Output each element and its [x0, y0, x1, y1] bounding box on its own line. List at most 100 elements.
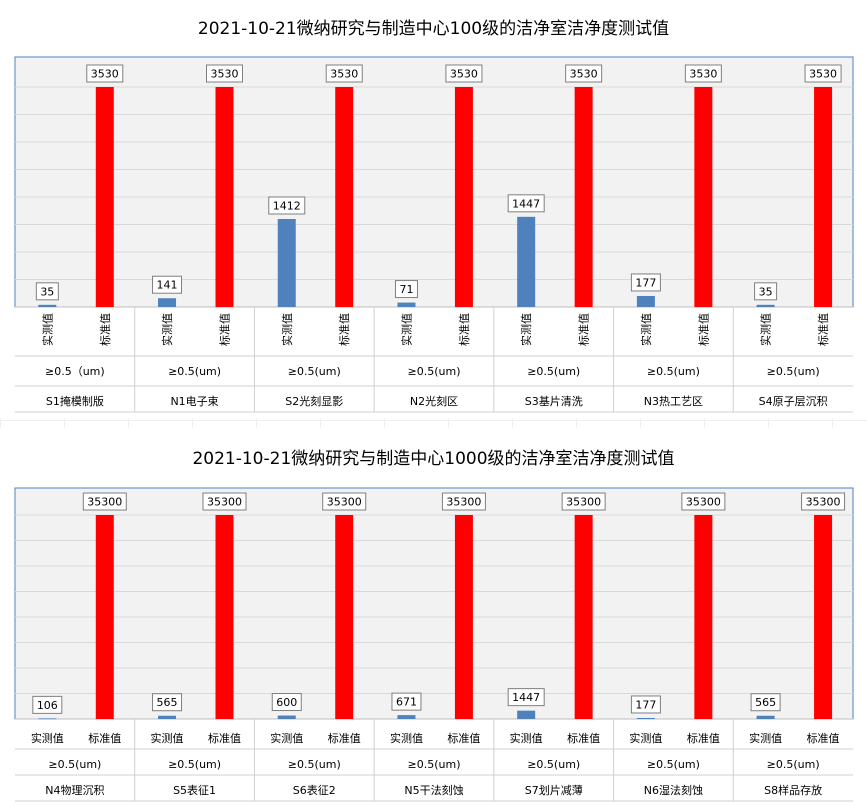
data-label-standard: 3530 — [689, 68, 717, 81]
data-label-measured: 565 — [755, 696, 776, 709]
tick-label-group: S4原子层沉积 — [759, 395, 828, 408]
tick-label-size: ≥0.5(um) — [767, 365, 820, 378]
tick-label-size: ≥0.5（um) — [45, 365, 105, 378]
tick-label-size: ≥0.5(um) — [408, 758, 461, 771]
data-label-measured-box — [630, 273, 661, 292]
plot-area — [14, 56, 854, 308]
bar-standard — [814, 87, 833, 307]
tick-label-size: ≥0.5(um) — [647, 758, 700, 771]
chart-title: 2021-10-21微纳研究与制造中心100级的洁净室洁净度测试值 — [197, 19, 670, 39]
tick-label-item: 标准值 — [457, 313, 471, 346]
data-label-standard-box — [565, 64, 603, 83]
data-label-measured-box — [391, 692, 422, 711]
bar-standard — [574, 87, 593, 307]
bar-standard — [454, 515, 473, 719]
chart-100-class-plot: 35 3530 实测值 标准值 ≥0.5（um) S1掩模制版 141 3530 实测值 标准值 ≥… — [14, 56, 854, 413]
tick-label-item: 实测值 — [160, 313, 174, 346]
tick-label-group: N6湿法刻蚀 — [644, 783, 703, 797]
data-label-standard: 3530 — [809, 68, 837, 81]
data-label-standard: 35300 — [207, 496, 242, 509]
data-label-measured: 177 — [635, 276, 656, 289]
data-label-measured-box — [152, 275, 183, 294]
chart-1000-class[interactable]: 2021-10-21微纳研究与制造中心1000级的洁净室洁净度测试值 106 35… — [0, 428, 867, 806]
data-label-measured: 671 — [396, 696, 417, 709]
data-label-measured: 1412 — [273, 200, 301, 213]
data-label-standard: 35300 — [566, 496, 601, 509]
bar-measured — [756, 715, 775, 719]
tick-label-size: ≥0.5(um) — [168, 758, 221, 771]
bar-measured — [38, 718, 57, 720]
data-label-standard: 35300 — [446, 496, 481, 509]
data-label-standard-box — [322, 492, 367, 511]
bar-standard — [814, 515, 833, 719]
data-label-standard: 3530 — [91, 68, 119, 81]
chart-title: 2021-10-21微纳研究与制造中心1000级的洁净室洁净度测试值 — [192, 449, 675, 469]
tick-label-item: 标准值 — [807, 731, 840, 745]
bar-measured — [517, 216, 536, 307]
data-label-standard: 3530 — [330, 68, 358, 81]
bar-measured — [517, 710, 536, 719]
tick-label-item: 实测值 — [759, 313, 773, 346]
tick-label-item: 实测值 — [31, 731, 64, 745]
data-label-standard-box — [561, 492, 606, 511]
bar-measured — [756, 304, 775, 307]
data-label-measured: 1447 — [512, 197, 540, 210]
bar-measured — [397, 715, 416, 719]
tick-label-size: ≥0.5(um) — [408, 365, 461, 378]
data-label-measured-box — [750, 693, 781, 712]
data-label-standard-box — [325, 64, 363, 83]
data-label-measured-box — [32, 695, 63, 714]
tick-label-size: ≥0.5(um) — [48, 758, 101, 771]
tick-label-item: 标准值 — [687, 731, 720, 745]
bar-measured — [277, 715, 296, 719]
data-label-measured: 141 — [157, 279, 178, 292]
bar-standard — [95, 87, 114, 307]
data-label-standard-box — [681, 492, 726, 511]
bar-standard — [95, 515, 114, 719]
tick-label-item: 标准值 — [567, 731, 600, 745]
bar-standard — [215, 515, 234, 719]
data-label-standard-box — [206, 64, 243, 83]
tick-label-item: 实测值 — [629, 731, 662, 745]
data-label-standard: 35300 — [806, 496, 841, 509]
tick-label-item: 标准值 — [577, 313, 591, 346]
tick-label-size: ≥0.5(um) — [767, 758, 820, 771]
tick-label-group: S3基片清洗 — [525, 395, 583, 408]
data-label-measured: 600 — [276, 696, 297, 709]
tick-label-item: 实测值 — [280, 313, 294, 346]
tick-label-item: 标准值 — [98, 313, 112, 346]
tick-label-group: S5表征1 — [173, 783, 216, 797]
data-label-measured-box — [271, 693, 302, 712]
data-label-standard-box — [801, 492, 846, 511]
data-label-measured-box — [394, 280, 418, 299]
bar-standard — [574, 515, 593, 719]
tick-label-item: 实测值 — [399, 313, 413, 346]
data-label-standard-box — [441, 492, 486, 511]
data-label-measured-box — [630, 695, 661, 714]
data-label-measured-box — [754, 282, 778, 301]
bar-standard — [335, 87, 354, 307]
data-label-measured-box — [35, 282, 59, 301]
bar-measured — [636, 717, 655, 719]
chart-100-class[interactable]: 2021-10-21微纳研究与制造中心100级的洁净室洁净度测试值 35 3530… — [0, 0, 867, 418]
data-label-standard: 35300 — [327, 496, 362, 509]
data-label-measured-box — [507, 194, 545, 213]
chart-1000-class-plot: 106 35300 实测值 标准值 ≥0.5(um) N4物理沉积 565 35300 实测值 标… — [14, 487, 854, 802]
tick-label-size: ≥0.5(um) — [168, 365, 221, 378]
tick-label-group: N1电子束 — [170, 395, 218, 408]
tick-label-group: S7划片减薄 — [525, 783, 583, 797]
data-label-standard: 3530 — [570, 68, 598, 81]
bar-measured — [158, 715, 177, 719]
tick-label-group: N3热工艺区 — [644, 395, 703, 408]
data-label-standard-box — [445, 64, 483, 83]
data-label-standard-box — [804, 64, 842, 83]
tick-label-item: 实测值 — [510, 731, 543, 745]
tick-label-group: S8样品存放 — [764, 783, 822, 797]
data-label-standard: 3530 — [450, 68, 478, 81]
tick-label-item: 标准值 — [218, 313, 232, 346]
bar-measured — [277, 219, 296, 307]
data-label-measured-box — [152, 693, 183, 712]
data-label-standard-box — [86, 64, 124, 83]
tick-label-item: 标准值 — [447, 731, 480, 745]
data-label-standard-box — [202, 492, 247, 511]
